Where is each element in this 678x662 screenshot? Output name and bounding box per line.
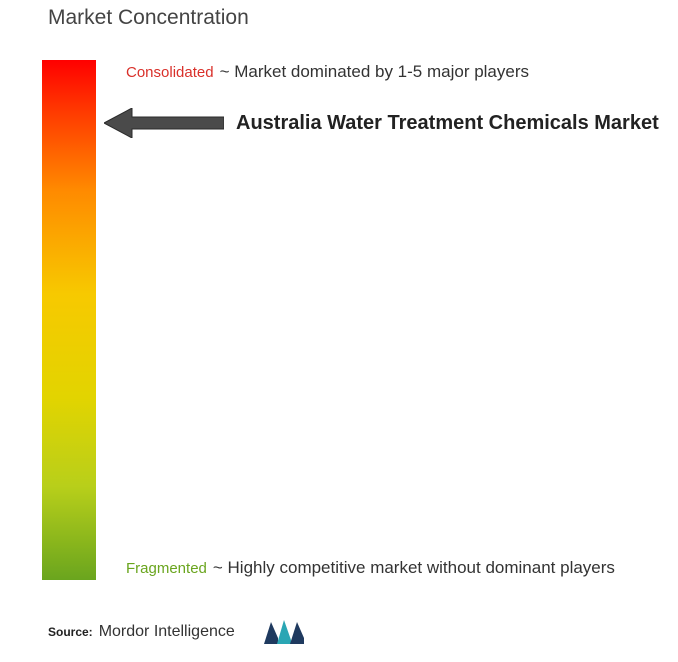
consolidated-description: ~ Market dominated by 1-5 major players xyxy=(220,62,529,82)
consolidated-label-row: Consolidated ~ Market dominated by 1-5 m… xyxy=(126,62,529,82)
fragmented-key: Fragmented xyxy=(126,560,207,577)
fragmented-label-row: Fragmented ~ Highly competitive market w… xyxy=(126,558,615,578)
mordor-logo-icon xyxy=(263,618,309,646)
market-name: Australia Water Treatment Chemicals Mark… xyxy=(236,112,659,135)
source-label: Source: xyxy=(48,625,93,639)
left-arrow-icon xyxy=(104,108,224,138)
market-pointer-row: Australia Water Treatment Chemicals Mark… xyxy=(104,108,659,138)
source-row: Source: Mordor Intelligence xyxy=(48,618,309,646)
consolidated-key: Consolidated xyxy=(126,64,214,81)
page-title: Market Concentration xyxy=(48,6,249,30)
concentration-gradient-bar xyxy=(42,60,96,580)
fragmented-description: ~ Highly competitive market without domi… xyxy=(213,558,615,578)
source-name: Mordor Intelligence xyxy=(99,623,235,641)
